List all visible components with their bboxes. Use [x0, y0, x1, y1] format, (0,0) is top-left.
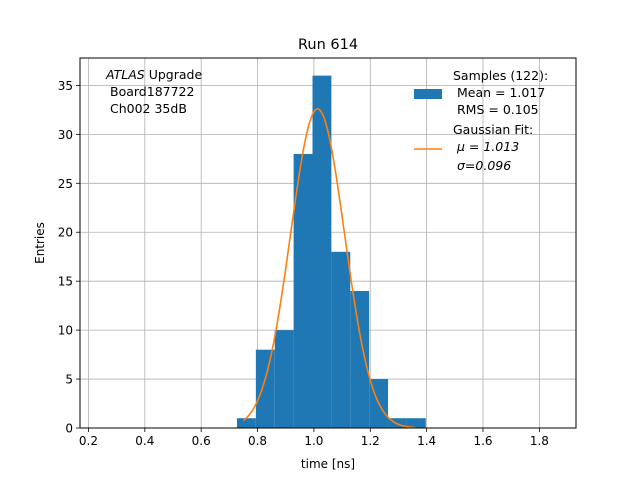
histogram-bar	[274, 330, 294, 428]
gaussian-fit-line	[242, 108, 416, 429]
y-axis-label: Entries	[33, 222, 47, 264]
histogram-bar	[350, 290, 370, 428]
chart-title: Run 614	[298, 37, 358, 53]
legend-fit-mu: μ = 1.013	[456, 139, 519, 154]
legend-samples-rms: RMS = 0.105	[457, 102, 539, 117]
annotation-upgrade: Upgrade	[145, 67, 203, 82]
y-tick-label: 5	[65, 373, 73, 387]
histogram-bar	[331, 251, 351, 428]
x-axis-label: time [ns]	[301, 457, 355, 471]
legend-samples-title: Samples (122):	[453, 68, 548, 83]
y-tick-label: 20	[58, 226, 73, 240]
x-tick-label: 0.8	[248, 434, 267, 448]
histogram-bar	[312, 75, 332, 428]
x-tick-label: 0.6	[192, 434, 211, 448]
histogram-bar	[236, 418, 256, 428]
x-tick-label: 0.2	[79, 434, 98, 448]
legend: Samples (122): Mean = 1.017 RMS = 0.105 …	[414, 68, 548, 173]
y-tick-label: 0	[65, 422, 73, 436]
x-tick-label: 1.2	[361, 434, 380, 448]
histogram-bar	[406, 418, 426, 428]
y-tick-label: 30	[58, 128, 73, 142]
y-tick-label: 25	[58, 177, 73, 191]
legend-fit-title: Gaussian Fit:	[453, 122, 533, 137]
x-tick-label: 1.0	[304, 434, 323, 448]
x-tick-label: 1.4	[417, 434, 436, 448]
plot-frame	[79, 57, 577, 429]
histogram-bar	[293, 153, 313, 429]
x-tick-label: 1.8	[530, 434, 549, 448]
y-axis-ticks: 0 5 10 15 20 25 30 35	[58, 79, 80, 436]
y-tick-label: 35	[58, 79, 73, 93]
x-tick-label: 1.6	[473, 434, 492, 448]
legend-fit-sigma: σ=0.096	[457, 158, 511, 173]
annotation-line-3: Ch002 35dB	[110, 101, 187, 116]
legend-samples-swatch	[414, 89, 442, 99]
atlas-annotation: ATLAS Upgrade Board187722 Ch002 35dB	[105, 67, 202, 116]
x-tick-label: 0.4	[135, 434, 154, 448]
legend-samples-mean: Mean = 1.017	[457, 85, 545, 100]
y-tick-label: 10	[58, 324, 73, 338]
annotation-line-1: ATLAS Upgrade	[105, 67, 202, 82]
x-axis-ticks: 0.2 0.4 0.6 0.8 1.0 1.2 1.4 1.6 1.8	[79, 428, 549, 448]
histogram-bar	[255, 349, 275, 428]
y-tick-label: 15	[58, 275, 73, 289]
gaussian-fit-curve	[242, 108, 416, 429]
annotation-line-2: Board187722	[110, 84, 194, 99]
annotation-atlas: ATLAS	[105, 67, 145, 82]
